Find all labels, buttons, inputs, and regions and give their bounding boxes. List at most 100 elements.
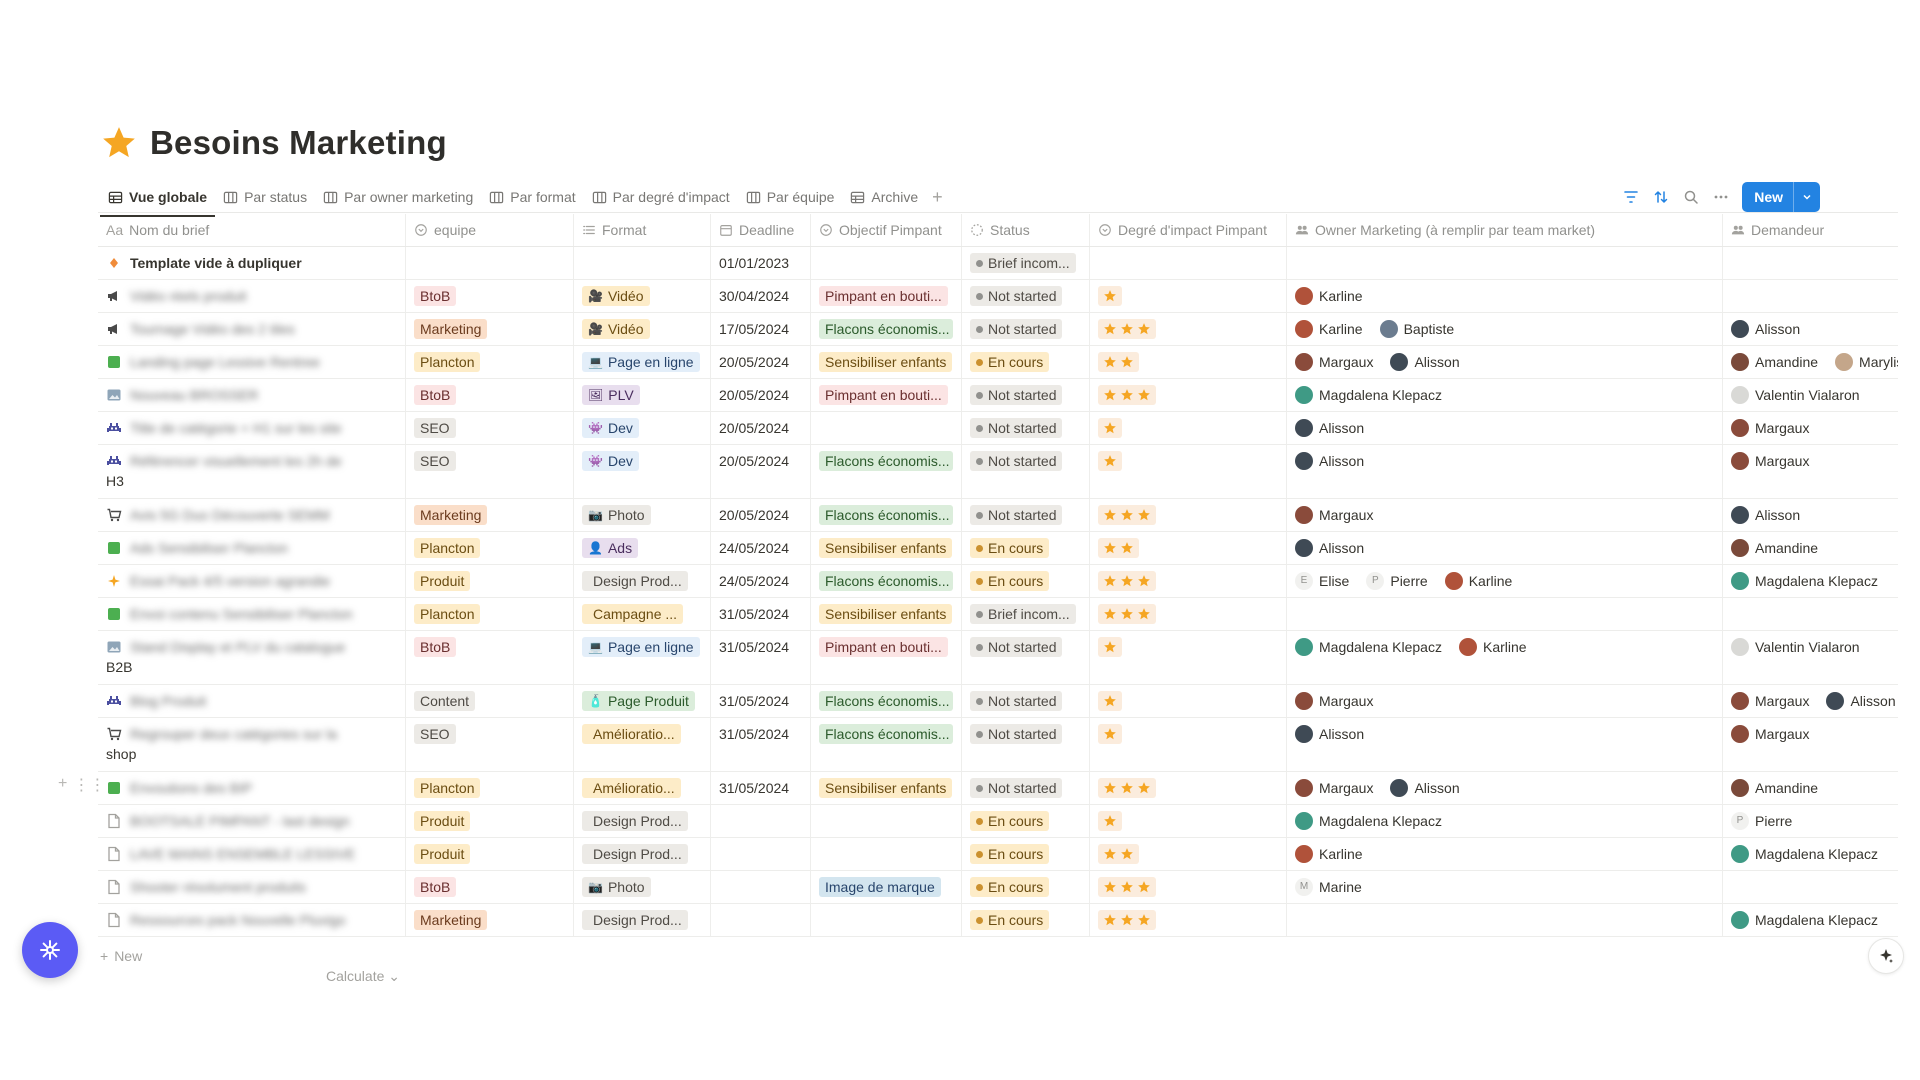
status-tag[interactable]: En cours: [970, 844, 1050, 864]
cell-objectif[interactable]: [811, 904, 962, 936]
cell-objectif[interactable]: Flacons économis...: [811, 565, 962, 597]
impact-stars[interactable]: [1098, 910, 1156, 930]
cell-demandeur[interactable]: Valentin Vialaron: [1723, 631, 1898, 684]
equipe-tag[interactable]: SEO: [414, 418, 456, 438]
cell-objectif[interactable]: [811, 412, 962, 444]
impact-stars[interactable]: [1098, 571, 1156, 591]
cell-deadline[interactable]: 31/05/2024: [711, 718, 811, 771]
status-tag[interactable]: Not started: [970, 637, 1063, 657]
cell-equipe[interactable]: SEO: [406, 718, 574, 771]
cell-name[interactable]: Vidéo réels produit: [98, 280, 406, 312]
table-row[interactable]: BOOTSALE PIMPANT - last design Produit Des…: [98, 805, 1898, 838]
cell-name[interactable]: Ads Sensibiliser Plancton: [98, 532, 406, 564]
format-tag[interactable]: Design Prod...: [582, 910, 688, 930]
cell-deadline[interactable]: 17/05/2024: [711, 313, 811, 345]
objectif-tag[interactable]: Sensibiliser enfants: [819, 352, 953, 372]
cell-name[interactable]: Tournage Vidéo des 2 tiles: [98, 313, 406, 345]
brief-name[interactable]: Essai Pack 4/5 version agrandie: [130, 573, 330, 589]
cell-owner-marketing[interactable]: Magdalena Klepacz Karline: [1287, 631, 1723, 684]
format-tag[interactable]: Design Prod...: [582, 571, 688, 591]
cell-deadline[interactable]: 31/05/2024: [711, 631, 811, 684]
owner-person[interactable]: Alisson: [1295, 451, 1364, 471]
objectif-tag[interactable]: Flacons économis...: [819, 319, 953, 339]
status-tag[interactable]: Not started: [970, 418, 1063, 438]
cell-impact[interactable]: [1090, 805, 1287, 837]
cell-deadline[interactable]: [711, 838, 811, 870]
cell-impact[interactable]: [1090, 598, 1287, 630]
calculate-menu[interactable]: Calculate ⌄: [326, 968, 400, 985]
status-tag[interactable]: En cours: [970, 910, 1050, 930]
cell-impact[interactable]: [1090, 772, 1287, 804]
cell-demandeur[interactable]: P Pierre: [1723, 805, 1898, 837]
cell-deadline[interactable]: [711, 871, 811, 903]
cell-impact[interactable]: [1090, 445, 1287, 498]
impact-stars[interactable]: [1098, 385, 1156, 405]
status-tag[interactable]: En cours: [970, 811, 1050, 831]
owner-person[interactable]: Karline: [1444, 571, 1512, 591]
cell-deadline[interactable]: [711, 904, 811, 936]
search-icon[interactable]: [1682, 188, 1700, 206]
brief-name[interactable]: Ads Sensibiliser Plancton: [130, 540, 288, 556]
cell-status[interactable]: Not started: [962, 313, 1090, 345]
owner-person[interactable]: Alisson: [1295, 418, 1364, 438]
table-row[interactable]: Title de catégorie + H1 sur les site SEO 👾…: [98, 412, 1898, 445]
cell-objectif[interactable]: [811, 247, 962, 279]
equipe-tag[interactable]: Marketing: [414, 910, 488, 930]
cell-equipe[interactable]: Produit: [406, 565, 574, 597]
objectif-tag[interactable]: Pimpant en bouti...: [819, 637, 948, 657]
equipe-tag[interactable]: Marketing: [414, 319, 488, 339]
cell-impact[interactable]: [1090, 412, 1287, 444]
owner-person[interactable]: Karline: [1458, 637, 1527, 657]
objectif-tag[interactable]: Sensibiliser enfants: [819, 604, 953, 624]
impact-stars[interactable]: [1098, 877, 1156, 897]
tab-par-status[interactable]: Par status: [215, 180, 315, 214]
cell-format[interactable]: 🧴 Page Produit: [574, 685, 711, 717]
cell-owner-marketing[interactable]: Alisson: [1287, 718, 1723, 771]
demandeur-person[interactable]: Alisson: [1826, 691, 1896, 711]
new-button[interactable]: New: [1754, 189, 1783, 205]
cell-format[interactable]: Amélioratio...: [574, 718, 711, 771]
demandeur-person[interactable]: Margaux: [1731, 418, 1809, 438]
cell-format[interactable]: 💻 Page en ligne: [574, 346, 711, 378]
cell-deadline[interactable]: 20/05/2024: [711, 499, 811, 531]
column-header-nom-du-brief[interactable]: Aa Nom du brief: [98, 214, 406, 246]
cell-impact[interactable]: [1090, 313, 1287, 345]
status-tag[interactable]: En cours: [970, 877, 1050, 897]
cell-status[interactable]: Brief incom...: [962, 247, 1090, 279]
status-tag[interactable]: Not started: [970, 385, 1063, 405]
table-row[interactable]: Regrouper deux catégories sur la shop SEO A…: [98, 718, 1898, 772]
format-tag[interactable]: Design Prod...: [582, 844, 688, 864]
cell-demandeur[interactable]: Magdalena Klepacz: [1723, 565, 1898, 597]
brief-name[interactable]: Envoutions des BIP: [130, 780, 253, 796]
equipe-tag[interactable]: Produit: [414, 811, 471, 831]
chevron-down-icon[interactable]: [1793, 182, 1820, 212]
cell-objectif[interactable]: Flacons économis...: [811, 499, 962, 531]
owner-person[interactable]: Alisson: [1390, 778, 1460, 798]
cell-name[interactable]: BOOTSALE PIMPANT - last design: [98, 805, 406, 837]
cell-status[interactable]: En cours: [962, 838, 1090, 870]
cell-objectif[interactable]: [811, 838, 962, 870]
cell-owner-marketing[interactable]: E Elise P Pierre Karline: [1287, 565, 1723, 597]
add-view-icon[interactable]: +: [932, 186, 943, 207]
cell-status[interactable]: En cours: [962, 871, 1090, 903]
cell-impact[interactable]: [1090, 871, 1287, 903]
owner-person[interactable]: Karline: [1295, 844, 1363, 864]
table-row[interactable]: LAVE MAINS ENSEMBLE LESSIVE Produit Design…: [98, 838, 1898, 871]
cell-status[interactable]: En cours: [962, 346, 1090, 378]
demandeur-person[interactable]: Magdalena Klepacz: [1731, 844, 1878, 864]
cell-impact[interactable]: [1090, 379, 1287, 411]
owner-person[interactable]: Margaux: [1295, 352, 1373, 372]
tab-par-équipe[interactable]: Par équipe: [738, 180, 843, 214]
tab-vue-globale[interactable]: Vue globale: [100, 180, 216, 217]
cell-status[interactable]: En cours: [962, 565, 1090, 597]
table-row[interactable]: Essai Pack 4/5 version agrandie Produit De…: [98, 565, 1898, 598]
objectif-tag[interactable]: Flacons économis...: [819, 505, 953, 525]
equipe-tag[interactable]: Plancton: [414, 538, 481, 558]
brief-name[interactable]: Template vide à dupliquer: [130, 255, 302, 271]
owner-person[interactable]: P Pierre: [1366, 571, 1428, 591]
cell-objectif[interactable]: Sensibiliser enfants: [811, 346, 962, 378]
cell-status[interactable]: Not started: [962, 412, 1090, 444]
table-row[interactable]: Shooter résolument produits BtoB 📷 Photo Ima…: [98, 871, 1898, 904]
owner-person[interactable]: E Elise: [1295, 571, 1349, 591]
cell-format[interactable]: 🖼 PLV: [574, 379, 711, 411]
